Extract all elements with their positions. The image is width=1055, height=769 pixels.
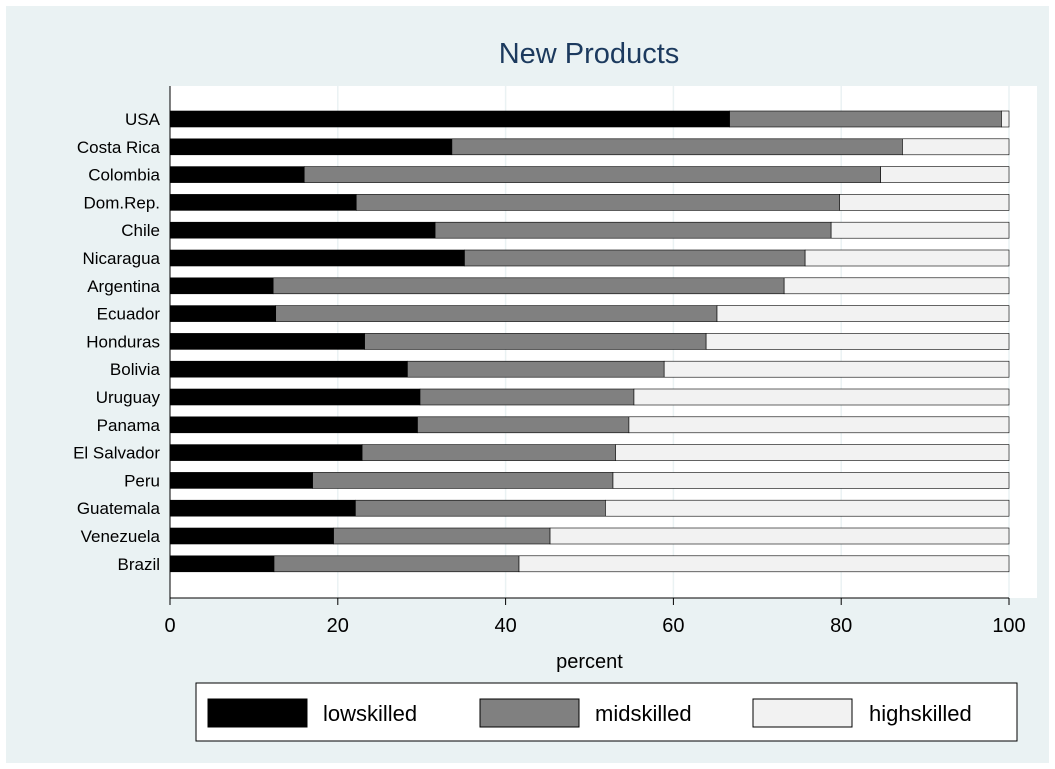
- stacked-bar-chart: New Products USA Costa Rica Colombia Dom.Re…: [6, 6, 1049, 763]
- x-axis: 0 20 40 60 80 100: [164, 86, 1026, 637]
- bar-segment-lowskilled: [169, 221, 436, 239]
- bar-segment-lowskilled: [169, 555, 275, 573]
- category-label: Panama: [97, 416, 161, 435]
- category-labels: USA Costa Rica Colombia Dom.Rep. Chile Nicara…: [73, 110, 161, 574]
- bar-segment-lowskilled: [169, 499, 356, 517]
- bar-segment-lowskilled: [169, 416, 418, 434]
- bar-segment-highskilled: [612, 472, 1010, 489]
- bar-segment-midskilled: [419, 388, 635, 406]
- bar-segment-highskilled: [880, 166, 1010, 183]
- x-tick-label: 80: [830, 615, 852, 637]
- x-tick-label: 0: [164, 615, 175, 637]
- x-axis-label: percent: [556, 651, 623, 673]
- bar-segment-highskilled: [839, 194, 1010, 211]
- category-label: Guatemala: [77, 499, 161, 518]
- bar-segment-lowskilled: [169, 472, 313, 489]
- legend-box: [195, 682, 1018, 742]
- bar-segment-highskilled: [804, 249, 1010, 267]
- bar-segment-highskilled: [628, 416, 1010, 434]
- bar-segment-midskilled: [729, 110, 1002, 128]
- category-label: Chile: [121, 221, 160, 240]
- bar-segment-midskilled: [364, 333, 707, 350]
- bar-segment-highskilled: [783, 277, 1010, 295]
- bar-segment-highskilled: [830, 221, 1010, 239]
- chart-figure: New Products USA Costa Rica Colombia Dom.Re…: [6, 6, 1049, 763]
- category-label: Nicaragua: [83, 249, 161, 268]
- category-label: Venezuela: [81, 527, 161, 546]
- x-tick-label: 100: [992, 615, 1025, 637]
- bar-segment-lowskilled: [169, 444, 363, 461]
- bar-segment-lowskilled: [169, 194, 357, 211]
- legend-swatch-highskilled: [752, 698, 853, 728]
- bar-segment-midskilled: [464, 249, 806, 267]
- bar-segment-midskilled: [434, 221, 832, 239]
- bar-segment-lowskilled: [169, 277, 274, 295]
- x-tick-label: 40: [494, 615, 516, 637]
- legend: lowskilled midskilled highskilled: [195, 682, 1018, 742]
- bar-segment-lowskilled: [169, 333, 365, 350]
- category-label: El Salvador: [73, 444, 160, 463]
- bar-segment-midskilled: [273, 555, 520, 573]
- legend-label-midskilled: midskilled: [595, 701, 692, 726]
- bar-segment-lowskilled: [169, 527, 334, 545]
- bar-segment-midskilled: [355, 194, 840, 211]
- bar-segment-midskilled: [312, 472, 614, 489]
- bar-segment-highskilled: [705, 333, 1010, 350]
- bar-segment-highskilled: [663, 360, 1010, 378]
- bar-segment-lowskilled: [169, 305, 277, 322]
- bar-segment-highskilled: [615, 444, 1010, 461]
- bar-segment-midskilled: [275, 305, 718, 322]
- legend-label-highskilled: highskilled: [869, 701, 972, 726]
- legend-swatch-lowskilled: [207, 698, 308, 728]
- category-label: Colombia: [88, 166, 160, 185]
- bar-segment-highskilled: [518, 555, 1010, 573]
- bar-segment-highskilled: [1001, 110, 1010, 128]
- category-label: Bolivia: [110, 360, 161, 379]
- category-label: Ecuador: [97, 305, 161, 324]
- category-label: USA: [125, 110, 161, 129]
- category-label: Honduras: [86, 332, 160, 351]
- bar-segment-midskilled: [361, 444, 616, 461]
- x-tick-label: 20: [327, 615, 349, 637]
- bar-segment-midskilled: [333, 527, 551, 545]
- bar-segment-midskilled: [407, 360, 665, 378]
- bar-segment-midskilled: [355, 499, 606, 517]
- bar-segment-highskilled: [605, 499, 1010, 517]
- legend-label-lowskilled: lowskilled: [323, 701, 417, 726]
- category-label: Dom.Rep.: [83, 193, 160, 212]
- category-label: Argentina: [87, 277, 160, 296]
- x-tick-label: 60: [662, 615, 684, 637]
- bar-segment-highskilled: [716, 305, 1010, 322]
- bar-segment-lowskilled: [169, 249, 465, 267]
- bar-segment-midskilled: [417, 416, 630, 434]
- bar-segment-lowskilled: [169, 138, 453, 156]
- bar-segment-midskilled: [451, 138, 903, 156]
- bar-segment-midskilled: [303, 166, 881, 183]
- bar-segment-highskilled: [549, 527, 1010, 545]
- bar-segment-midskilled: [272, 277, 785, 295]
- category-label: Brazil: [117, 555, 160, 574]
- category-label: Peru: [124, 471, 160, 490]
- bar-segment-lowskilled: [169, 110, 730, 128]
- category-label: Uruguay: [96, 388, 161, 407]
- bars: [169, 110, 1010, 573]
- chart-title: New Products: [499, 38, 680, 70]
- bar-segment-highskilled: [902, 138, 1010, 156]
- bar-segment-lowskilled: [169, 166, 305, 183]
- bar-segment-lowskilled: [169, 388, 421, 406]
- bar-segment-highskilled: [633, 388, 1010, 406]
- legend-swatch-midskilled: [479, 698, 580, 728]
- category-label: Costa Rica: [77, 138, 161, 157]
- bar-segment-lowskilled: [169, 360, 408, 378]
